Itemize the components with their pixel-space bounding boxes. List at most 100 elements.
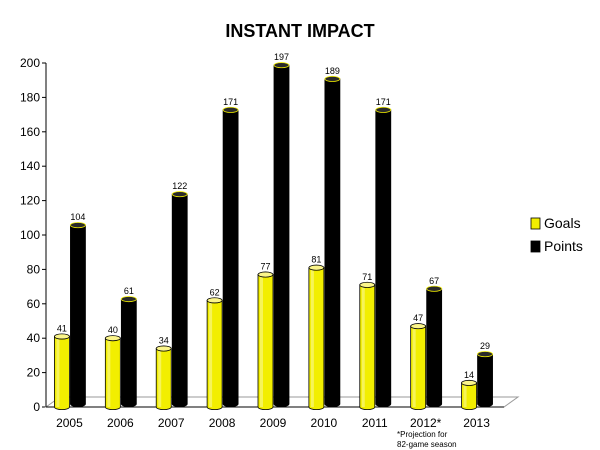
bar-highlight (412, 326, 416, 407)
x-tick-label: 2011 (362, 416, 388, 430)
x-tick-label: 2012* (410, 416, 442, 430)
data-label: 104 (70, 212, 85, 222)
data-label: 189 (325, 66, 340, 76)
data-label: 61 (124, 286, 134, 296)
bar-body (359, 284, 376, 410)
bar-highlight (260, 274, 263, 407)
data-label: 67 (429, 276, 439, 286)
goals-bar-2009 (257, 271, 274, 410)
bar-highlight (107, 338, 111, 407)
points-bar-2009 (273, 62, 290, 407)
bar-body (120, 298, 137, 407)
bar-highlight (56, 336, 60, 407)
bar-body (308, 267, 325, 410)
bar-cap (273, 62, 290, 69)
bar-highlight (158, 348, 162, 407)
y-tick-label: 100 (20, 228, 40, 242)
bar-body (257, 274, 274, 410)
bar-body (324, 78, 341, 407)
y-tick-label: 0 (33, 400, 40, 414)
data-label: 122 (172, 181, 187, 191)
bar-body (155, 348, 172, 410)
points-bar-2010 (324, 75, 341, 407)
goals-bar-2011 (359, 281, 376, 410)
bar-body (54, 336, 70, 410)
bar-cap (206, 297, 223, 304)
points-bar-2005 (70, 222, 86, 407)
legend: Goals Points (530, 215, 583, 254)
bar-highlight (463, 382, 467, 407)
points-bar-2013 (477, 351, 493, 407)
data-label: 14 (464, 370, 474, 380)
bar-cap (54, 333, 70, 340)
bar-body (104, 337, 121, 410)
bar-body (410, 325, 427, 410)
bar-body (477, 353, 493, 407)
bar-cap (308, 264, 325, 271)
data-label: 171 (376, 97, 391, 107)
points-bar-2008 (222, 106, 239, 407)
points-bar-2006 (120, 296, 137, 407)
goals-bar-2010 (308, 264, 325, 410)
bar-cap (375, 106, 392, 113)
bar-cap (171, 191, 188, 198)
legend-item-goals: Goals (530, 215, 581, 231)
bar-body (273, 64, 290, 407)
points-bar-2012 (426, 285, 443, 407)
x-tick-label: 2009 (260, 416, 287, 430)
bar-body (375, 109, 392, 407)
y-tick-label: 180 (20, 90, 40, 104)
legend-label: Points (544, 238, 583, 254)
bar-cap (120, 296, 137, 303)
bar-body (426, 288, 443, 407)
bar-body (206, 299, 223, 410)
bar-cap (257, 271, 274, 278)
bar-cap (426, 285, 443, 292)
x-axis: 2005 2006 2007 2008 2009 2010 2011 2012* 2013 (56, 416, 490, 430)
chart-title: INSTANT IMPACT (225, 21, 374, 41)
bar-cap (70, 222, 86, 229)
legend-swatch (530, 217, 541, 230)
data-label: 197 (274, 52, 289, 62)
data-label: 81 (311, 255, 321, 265)
goals-bar-2013 (461, 379, 477, 410)
data-label: 47 (413, 313, 423, 323)
bar-body (70, 224, 86, 407)
y-axis: 0 20 40 60 80 100 120 140 160 180 200 (20, 56, 47, 414)
footnote-line-1: *Projection for (397, 430, 448, 439)
bar-highlight (310, 267, 314, 407)
legend-label: Goals (544, 215, 581, 231)
bar-highlight (209, 300, 213, 407)
goals-bar-2007 (155, 345, 172, 410)
y-tick-label: 140 (20, 159, 40, 173)
bar-cap (477, 351, 493, 358)
y-tick-label: 120 (20, 194, 40, 208)
data-label: 29 (480, 341, 490, 351)
data-label: 62 (210, 287, 220, 297)
y-tick-label: 60 (27, 297, 41, 311)
x-tick-label: 2006 (107, 416, 134, 430)
points-bar-2011 (375, 106, 392, 407)
legend-item-points: Points (530, 238, 583, 254)
goals-bar-2005 (54, 333, 70, 410)
data-label: 77 (260, 262, 270, 272)
bar-cap (324, 75, 341, 82)
data-label: 34 (159, 336, 169, 346)
y-tick-label: 80 (27, 262, 41, 276)
bar-cap (359, 281, 376, 288)
legend-swatch (530, 240, 541, 253)
goals-bar-2008 (206, 297, 223, 410)
bar-cap (410, 323, 427, 330)
x-tick-label: 2010 (311, 416, 338, 430)
bar-body (461, 382, 477, 410)
bar-cap (104, 335, 121, 342)
x-tick-label: 2008 (209, 416, 236, 430)
y-tick-label: 20 (27, 366, 41, 380)
data-label: 41 (57, 323, 67, 333)
bars: 41 104 40 61 34 122 62 171 77 197 81 189 71 171 47 67 14… (54, 52, 493, 410)
data-label: 40 (108, 325, 118, 335)
data-label: 71 (362, 272, 372, 282)
bar-cap (461, 379, 477, 386)
bar-body (171, 193, 188, 407)
